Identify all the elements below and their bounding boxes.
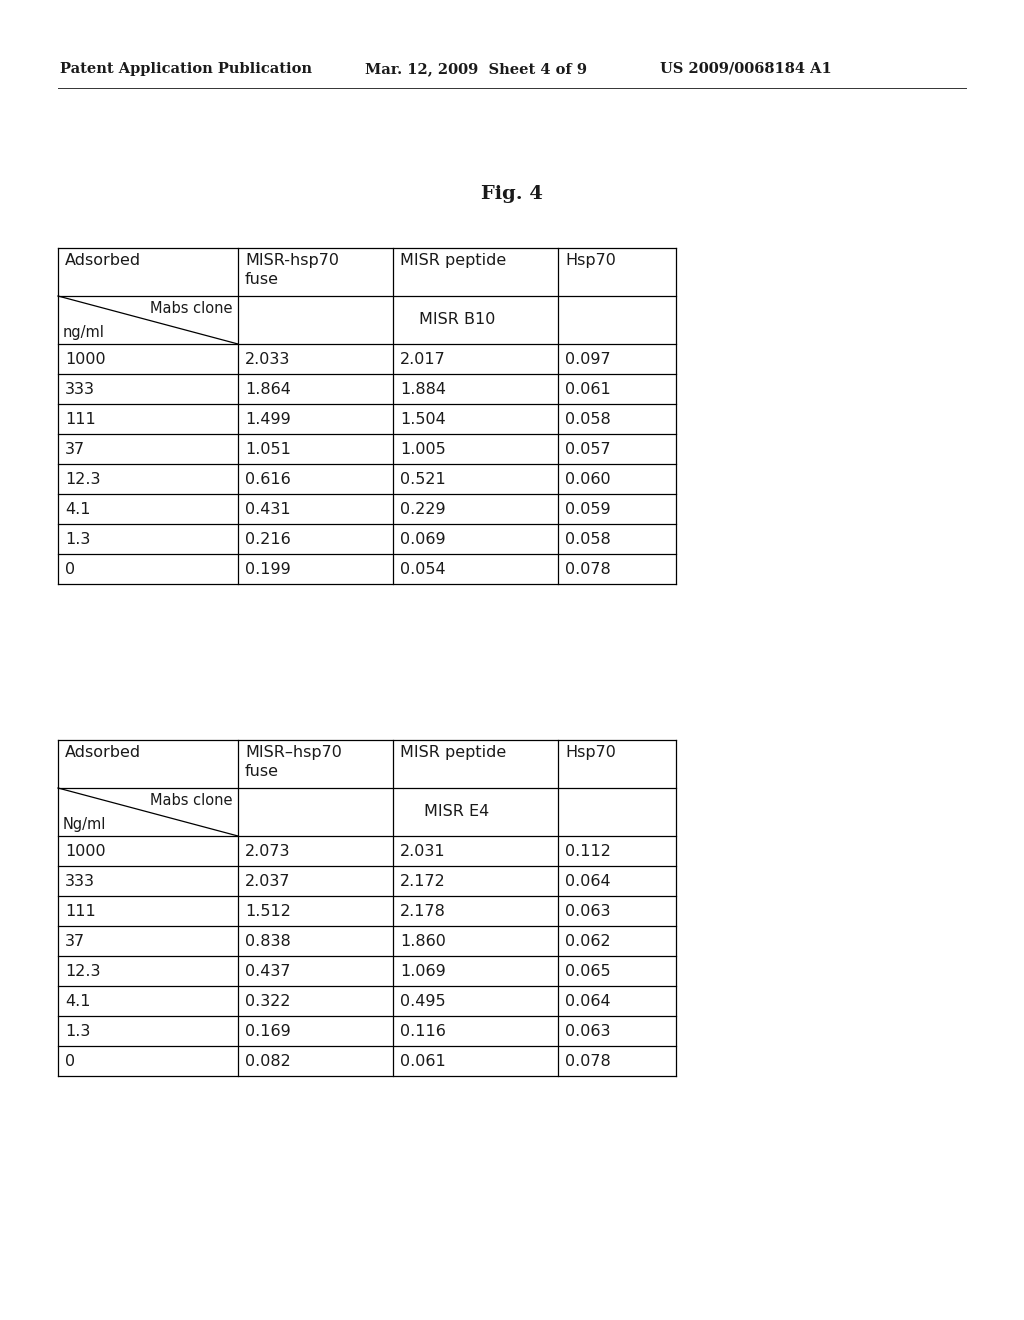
Text: 0.058: 0.058	[565, 532, 610, 546]
Text: 0.097: 0.097	[565, 351, 610, 367]
Text: 0.061: 0.061	[400, 1053, 445, 1068]
Text: MISR-hsp70
fuse: MISR-hsp70 fuse	[245, 253, 339, 286]
Text: 12.3: 12.3	[65, 964, 100, 978]
Text: Mabs clone: Mabs clone	[151, 793, 233, 808]
Text: 0.216: 0.216	[245, 532, 291, 546]
Text: 0: 0	[65, 1053, 75, 1068]
Text: 0.521: 0.521	[400, 471, 445, 487]
Text: Mabs clone: Mabs clone	[151, 301, 233, 315]
Text: 0.059: 0.059	[565, 502, 610, 516]
Text: 1.069: 1.069	[400, 964, 445, 978]
Text: 0.063: 0.063	[565, 1023, 610, 1039]
Text: 4.1: 4.1	[65, 502, 90, 516]
Text: 2.031: 2.031	[400, 843, 445, 858]
Text: MISR B10: MISR B10	[419, 313, 496, 327]
Text: MISR peptide: MISR peptide	[400, 253, 506, 268]
Text: 1.051: 1.051	[245, 441, 291, 457]
Text: 0.082: 0.082	[245, 1053, 291, 1068]
Text: 0.058: 0.058	[565, 412, 610, 426]
Text: 0.322: 0.322	[245, 994, 291, 1008]
Text: 0.078: 0.078	[565, 561, 610, 577]
Text: 2.073: 2.073	[245, 843, 291, 858]
Text: 0.057: 0.057	[565, 441, 610, 457]
Text: 1.860: 1.860	[400, 933, 445, 949]
Text: MISR E4: MISR E4	[424, 804, 489, 820]
Text: MISR peptide: MISR peptide	[400, 744, 506, 760]
Text: 1000: 1000	[65, 843, 105, 858]
Text: 333: 333	[65, 381, 95, 396]
Text: 1.504: 1.504	[400, 412, 445, 426]
Text: 1.3: 1.3	[65, 1023, 90, 1039]
Text: 1000: 1000	[65, 351, 105, 367]
Text: Mar. 12, 2009  Sheet 4 of 9: Mar. 12, 2009 Sheet 4 of 9	[365, 62, 587, 77]
Text: 0.169: 0.169	[245, 1023, 291, 1039]
Text: Ng/ml: Ng/ml	[63, 817, 106, 832]
Text: 0.116: 0.116	[400, 1023, 445, 1039]
Text: 2.037: 2.037	[245, 874, 291, 888]
Text: 1.884: 1.884	[400, 381, 446, 396]
Text: 37: 37	[65, 441, 85, 457]
Text: Patent Application Publication: Patent Application Publication	[60, 62, 312, 77]
Text: 0.437: 0.437	[245, 964, 291, 978]
Text: Adsorbed: Adsorbed	[65, 253, 141, 268]
Text: 0.064: 0.064	[565, 874, 610, 888]
Text: 2.172: 2.172	[400, 874, 445, 888]
Text: 0.431: 0.431	[245, 502, 291, 516]
Text: 2.033: 2.033	[245, 351, 291, 367]
Text: 1.512: 1.512	[245, 903, 291, 919]
Text: 0.616: 0.616	[245, 471, 291, 487]
Text: ng/ml: ng/ml	[63, 325, 104, 341]
Text: 0.112: 0.112	[565, 843, 611, 858]
Text: 0.069: 0.069	[400, 532, 445, 546]
Text: 0.061: 0.061	[565, 381, 610, 396]
Text: 1.3: 1.3	[65, 532, 90, 546]
Text: 0.838: 0.838	[245, 933, 291, 949]
Text: 0.065: 0.065	[565, 964, 610, 978]
Text: 0.064: 0.064	[565, 994, 610, 1008]
Text: Fig. 4: Fig. 4	[481, 185, 543, 203]
Text: 1.005: 1.005	[400, 441, 445, 457]
Text: 333: 333	[65, 874, 95, 888]
Text: 0.495: 0.495	[400, 994, 445, 1008]
Text: 0.229: 0.229	[400, 502, 445, 516]
Text: 2.178: 2.178	[400, 903, 445, 919]
Text: MISR–hsp70
fuse: MISR–hsp70 fuse	[245, 744, 342, 779]
Text: 0.199: 0.199	[245, 561, 291, 577]
Text: 0.060: 0.060	[565, 471, 610, 487]
Text: 0.078: 0.078	[565, 1053, 610, 1068]
Text: 1.499: 1.499	[245, 412, 291, 426]
Text: 12.3: 12.3	[65, 471, 100, 487]
Text: 2.017: 2.017	[400, 351, 445, 367]
Text: US 2009/0068184 A1: US 2009/0068184 A1	[660, 62, 831, 77]
Text: 37: 37	[65, 933, 85, 949]
Text: 1.864: 1.864	[245, 381, 291, 396]
Text: Hsp70: Hsp70	[565, 253, 615, 268]
Text: Adsorbed: Adsorbed	[65, 744, 141, 760]
Text: 111: 111	[65, 903, 96, 919]
Text: Hsp70: Hsp70	[565, 744, 615, 760]
Text: 0.054: 0.054	[400, 561, 445, 577]
Text: 0: 0	[65, 561, 75, 577]
Text: 0.063: 0.063	[565, 903, 610, 919]
Text: 0.062: 0.062	[565, 933, 610, 949]
Text: 111: 111	[65, 412, 96, 426]
Text: 4.1: 4.1	[65, 994, 90, 1008]
